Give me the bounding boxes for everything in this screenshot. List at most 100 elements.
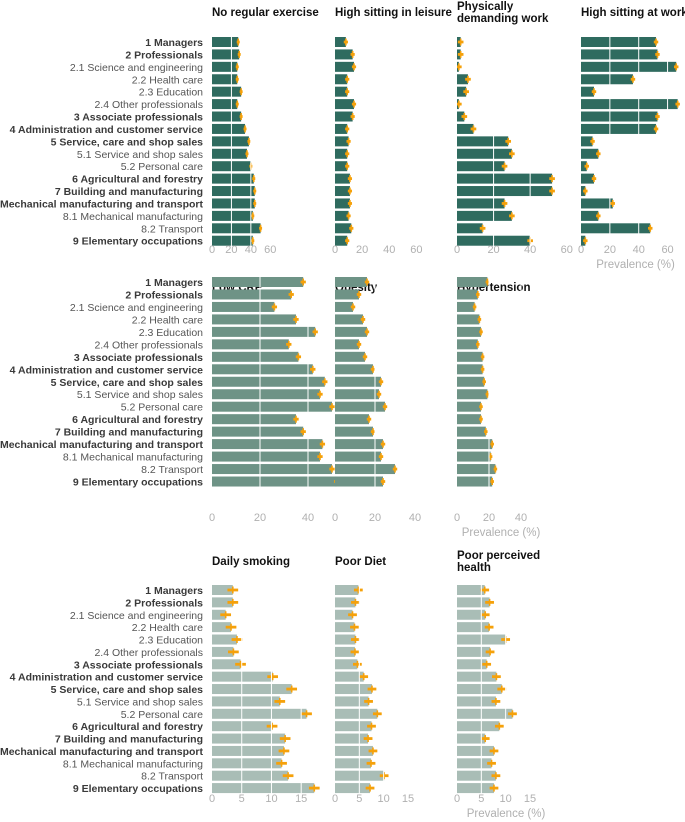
tick-label: 20 — [356, 244, 368, 256]
error-bar-mid — [283, 747, 285, 755]
bar — [457, 173, 553, 184]
error-bar-mid — [632, 75, 634, 83]
category-label: 1 Managers — [145, 585, 203, 597]
error-bar-mid — [271, 673, 274, 681]
error-bar-mid — [312, 365, 314, 373]
bar — [457, 401, 481, 412]
bar — [457, 708, 513, 719]
error-bar-mid — [290, 685, 293, 693]
bar — [212, 609, 226, 620]
bar — [212, 659, 241, 670]
category-label: 5.1 Service and shop sales — [77, 149, 203, 161]
error-bar-mid — [246, 150, 248, 158]
error-bar-mid — [585, 162, 588, 170]
bar — [212, 414, 296, 425]
error-bar-mid — [593, 88, 595, 96]
tick-label: 40 — [383, 244, 395, 256]
bar — [212, 401, 332, 412]
error-bar-mid — [273, 303, 276, 311]
bar — [212, 622, 232, 633]
error-bar-mid — [551, 187, 553, 195]
bar — [335, 476, 383, 487]
error-bar-mid — [350, 224, 353, 232]
bar — [335, 708, 378, 719]
error-bar-mid — [346, 150, 349, 158]
bar — [335, 389, 379, 400]
bar — [335, 111, 353, 122]
error-bar-mid — [656, 113, 659, 121]
tick-label: 0 — [209, 512, 215, 524]
bar — [335, 351, 365, 362]
error-bar-mid — [467, 75, 469, 83]
bar — [212, 326, 316, 337]
error-bar-mid — [259, 224, 262, 232]
error-bar-mid — [366, 328, 368, 336]
error-bar-mid — [305, 710, 308, 718]
error-bar-mid — [288, 340, 290, 348]
tick-label: 0 — [209, 793, 215, 805]
error-bar-mid — [394, 465, 396, 473]
tick-label: 0 — [454, 793, 460, 805]
bar — [212, 277, 304, 287]
error-bar-mid — [362, 673, 365, 681]
bar — [212, 49, 240, 60]
error-bar-mid — [295, 415, 297, 423]
tick-label: 40 — [302, 512, 314, 524]
bar — [457, 671, 497, 682]
error-bar-mid — [511, 212, 513, 220]
panel-3: High sitting at work 0 20 40 60 Prevalence (%… — [578, 7, 685, 271]
bar — [457, 376, 485, 387]
bar — [335, 364, 373, 375]
bar — [212, 210, 253, 221]
category-label: 8.1 Mechanical manufacturing — [63, 211, 203, 223]
error-bar-mid — [591, 137, 594, 145]
error-bar-mid — [675, 63, 678, 71]
error-bar-mid — [252, 237, 254, 245]
bar — [335, 783, 371, 794]
axis-label: Prevalence (%) — [467, 808, 546, 820]
bar — [581, 173, 594, 184]
error-bar-mid — [287, 772, 289, 780]
bar — [335, 439, 383, 450]
panel-0: No regular exercise 0 20 40 60 — [209, 7, 319, 256]
error-bar-mid — [353, 623, 356, 631]
bar — [335, 198, 350, 209]
bar — [212, 123, 246, 134]
tick-label: 5 — [239, 793, 245, 805]
error-bar-mid — [324, 378, 326, 386]
bar — [335, 597, 356, 608]
error-bar-mid — [478, 315, 481, 323]
category-label: 8 Mechanical manufacturing and transport — [0, 746, 203, 758]
bar — [335, 451, 381, 462]
error-bar-mid — [480, 328, 482, 336]
bar — [335, 414, 369, 425]
bar — [212, 74, 238, 85]
category-label: 2.4 Other professionals — [94, 99, 203, 111]
bar — [335, 339, 359, 350]
error-bar-mid — [656, 50, 659, 58]
error-bar-mid — [488, 623, 490, 631]
bar — [212, 351, 299, 362]
error-bar-mid — [493, 784, 495, 792]
bar — [212, 770, 289, 781]
error-bar-mid — [230, 623, 232, 631]
error-bar-mid — [491, 440, 493, 448]
tick-label: 40 — [515, 512, 527, 524]
category-label: 2.2 Health care — [132, 314, 203, 326]
bar — [335, 646, 355, 657]
error-bar-mid — [484, 735, 487, 743]
bar — [581, 198, 613, 209]
error-bar-mid — [346, 75, 349, 83]
error-bar-mid — [491, 478, 493, 486]
bar — [212, 733, 286, 744]
tick-label: 0 — [454, 244, 460, 256]
bar — [581, 161, 587, 172]
category-label: 8.2 Transport — [141, 771, 203, 783]
bar — [335, 376, 381, 387]
error-bar-mid — [347, 137, 350, 145]
category-label: 2.1 Science and engineering — [70, 302, 203, 314]
bar — [212, 708, 307, 719]
